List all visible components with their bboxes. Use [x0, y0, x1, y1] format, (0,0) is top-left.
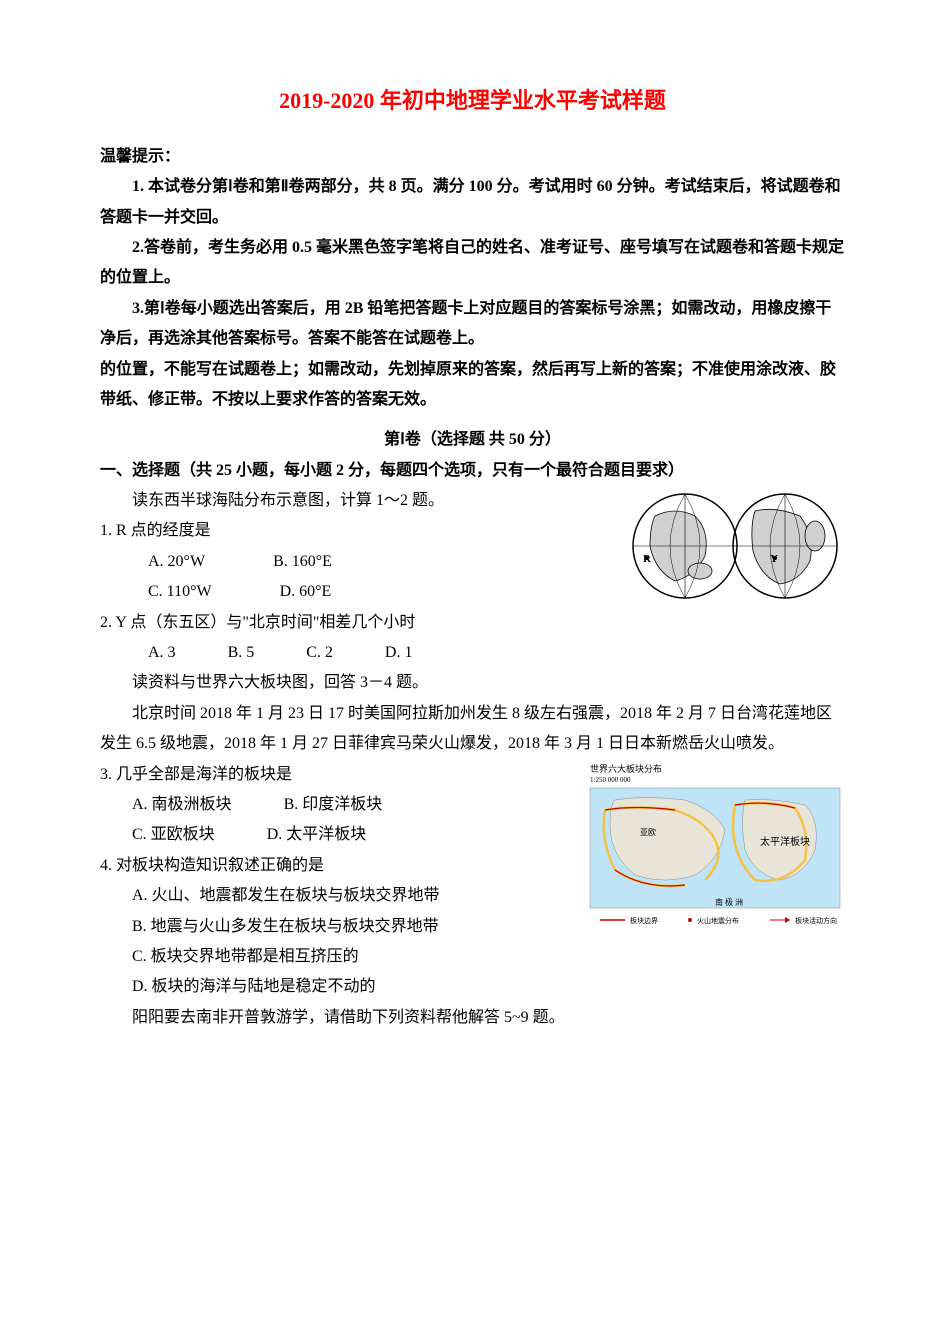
q2-option-a: A. 3 — [148, 638, 176, 668]
passage-2: 北京时间 2018 年 1 月 23 日 17 时美国阿拉斯加州发生 8 级左右… — [100, 699, 845, 760]
svg-text:世界六大板块分布: 世界六大板块分布 — [590, 763, 662, 774]
q2-option-d: D. 1 — [385, 638, 413, 668]
figure-hemispheres: R Y — [625, 486, 845, 606]
section1-header: 一、选择题（共 25 小题，每小题 2 分，每题四个选项，只有一个最符合题目要求… — [100, 456, 845, 486]
q1-option-c: C. 110°W — [148, 577, 212, 607]
hint-3: 3.第Ⅰ卷每小题选出答案后，用 2B 铅笔把答题卡上对应题目的答案标号涂黑；如需… — [100, 294, 845, 355]
q3-option-d: D. 太平洋板块 — [267, 820, 367, 850]
part1-header: 第Ⅰ卷（选择题 共 50 分） — [100, 425, 845, 455]
intro-3: 阳阳要去南非开普敦游学，请借助下列资料帮他解答 5~9 题。 — [100, 1003, 845, 1033]
hint-4: 的位置，不能写在试题卷上；如需改动，先划掉原来的答案，然后再写上新的答案；不准使… — [100, 355, 845, 416]
hint-label: 温馨提示： — [100, 142, 845, 172]
page-title: 2019-2020 年初中地理学业水平考试样题 — [100, 80, 845, 122]
q3-option-a: A. 南极洲板块 — [132, 790, 232, 820]
svg-text:火山地震分布: 火山地震分布 — [697, 916, 739, 925]
q2-option-b: B. 5 — [228, 638, 255, 668]
intro-2: 读资料与世界六大板块图，回答 3－4 题。 — [100, 668, 845, 698]
svg-text:太平洋板块: 太平洋板块 — [760, 835, 810, 848]
q3-option-b: B. 印度洋板块 — [284, 790, 383, 820]
q1-option-a: A. 20°W — [148, 547, 205, 577]
hint-2: 2.答卷前，考生务必用 0.5 毫米黑色签字笔将自己的姓名、准考证号、座号填写在… — [100, 233, 845, 294]
svg-text:板块活动方向: 板块活动方向 — [795, 916, 837, 925]
hint-1: 1. 本试卷分第Ⅰ卷和第Ⅱ卷两部分，共 8 页。满分 100 分。考试用时 60… — [100, 172, 845, 233]
q2-option-c: C. 2 — [306, 638, 333, 668]
svg-text:亚欧: 亚欧 — [640, 827, 656, 837]
q2-stem: 2. Y 点（东五区）与"北京时间"相差几个小时 — [100, 608, 845, 638]
svg-text:1:250 000 000: 1:250 000 000 — [590, 776, 631, 784]
svg-text:板块边界: 板块边界 — [630, 916, 658, 925]
q1-option-b: B. 160°E — [273, 547, 332, 577]
q1-option-d: D. 60°E — [280, 577, 332, 607]
svg-text:南 极 洲: 南 极 洲 — [715, 897, 743, 907]
q4-option-c: C. 板块交界地带都是相互挤压的 — [100, 942, 845, 972]
q4-option-d: D. 板块的海洋与陆地是稳定不动的 — [100, 972, 845, 1002]
q3-option-c: C. 亚欧板块 — [132, 820, 215, 850]
figure-plates-map: 世界六大板块分布 1:250 000 000 太平洋板块 亚欧 南 极 洲 板块… — [585, 760, 845, 940]
